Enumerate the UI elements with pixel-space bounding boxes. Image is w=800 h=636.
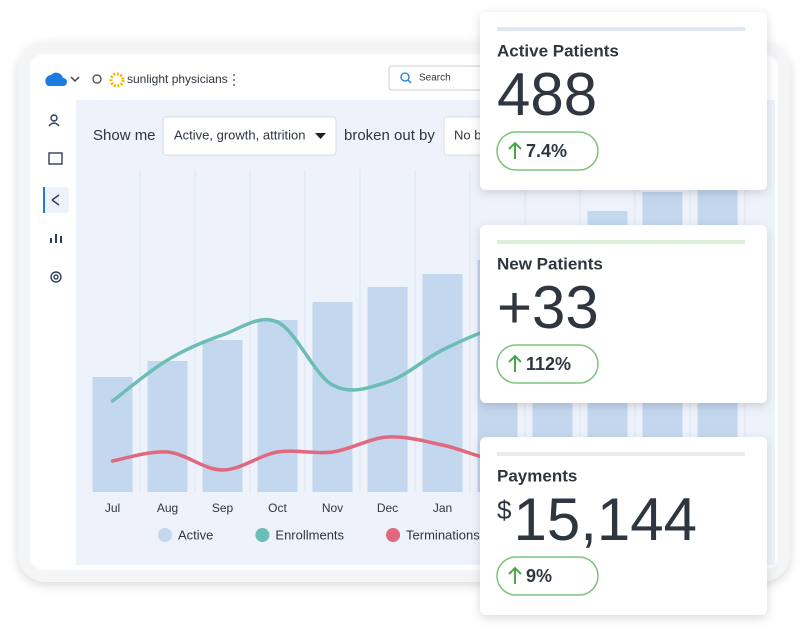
legend: Active Enrollments Terminations (158, 527, 480, 542)
card-value-prefix: $ (497, 495, 512, 525)
menu-chevron[interactable] (70, 76, 80, 83)
nav-patients[interactable] (50, 114, 58, 122)
nav-reports[interactable] (50, 234, 62, 243)
breakout-value: No b (454, 127, 481, 142)
x-tick-label: Aug (157, 501, 178, 515)
legend-label: Enrollments (275, 527, 344, 542)
nav-share[interactable] (51, 194, 60, 206)
x-tick-label: Oct (268, 501, 287, 515)
bar (312, 302, 353, 492)
top-bar: sunlight physicians Search (45, 65, 490, 91)
change-value: 9% (526, 566, 552, 586)
brand-logo (109, 72, 125, 88)
change-pill (496, 131, 599, 171)
breakout-label: broken out by (344, 127, 435, 144)
bar (257, 320, 298, 492)
up-arrow (508, 141, 522, 159)
card-value: 488 (497, 61, 597, 128)
bar (147, 361, 188, 492)
up-arrow (508, 354, 522, 372)
bar (367, 287, 408, 492)
nav-buildings[interactable] (48, 152, 63, 165)
location-icon (92, 74, 102, 84)
stat-card: Payments $ 15,144 9% (480, 437, 767, 615)
stat-card: New Patients+33 112% (480, 225, 767, 403)
metric-dropdown[interactable] (162, 116, 337, 156)
bar (92, 377, 133, 492)
change-pill (496, 556, 599, 596)
card-title: New Patients (497, 254, 603, 273)
card-title: Active Patients (497, 41, 619, 60)
card-title: Payments (497, 466, 577, 485)
search-placeholder: Search (419, 73, 451, 84)
change-pill (496, 344, 599, 384)
nav-settings[interactable] (50, 271, 62, 283)
sidebar (43, 114, 69, 283)
bar (422, 274, 463, 492)
card-accent (497, 240, 745, 244)
x-tick-label: Jan (433, 501, 452, 515)
card-accent (497, 27, 745, 31)
change-value: 112% (526, 354, 571, 374)
logo-icon[interactable] (45, 72, 67, 86)
legend-label: Active (178, 527, 213, 542)
legend-swatch (255, 528, 270, 542)
legend-swatch (158, 528, 172, 542)
x-tick-label: Sep (212, 501, 234, 515)
x-tick-label: Dec (377, 501, 398, 515)
x-tick-label: Jul (105, 501, 120, 515)
filter-label: Show me (93, 127, 156, 144)
legend-swatch (386, 528, 401, 542)
brand-name: sunlight physicians (127, 72, 228, 86)
change-value: 7.4% (526, 141, 567, 161)
card-value: 15,144 (513, 486, 697, 553)
card-accent (497, 452, 745, 456)
card-value: +33 (497, 274, 599, 341)
legend-label: Terminations (406, 527, 480, 542)
x-tick-label: Nov (322, 501, 343, 515)
metric-value: Active, growth, attrition (174, 127, 306, 142)
up-arrow (508, 566, 522, 584)
